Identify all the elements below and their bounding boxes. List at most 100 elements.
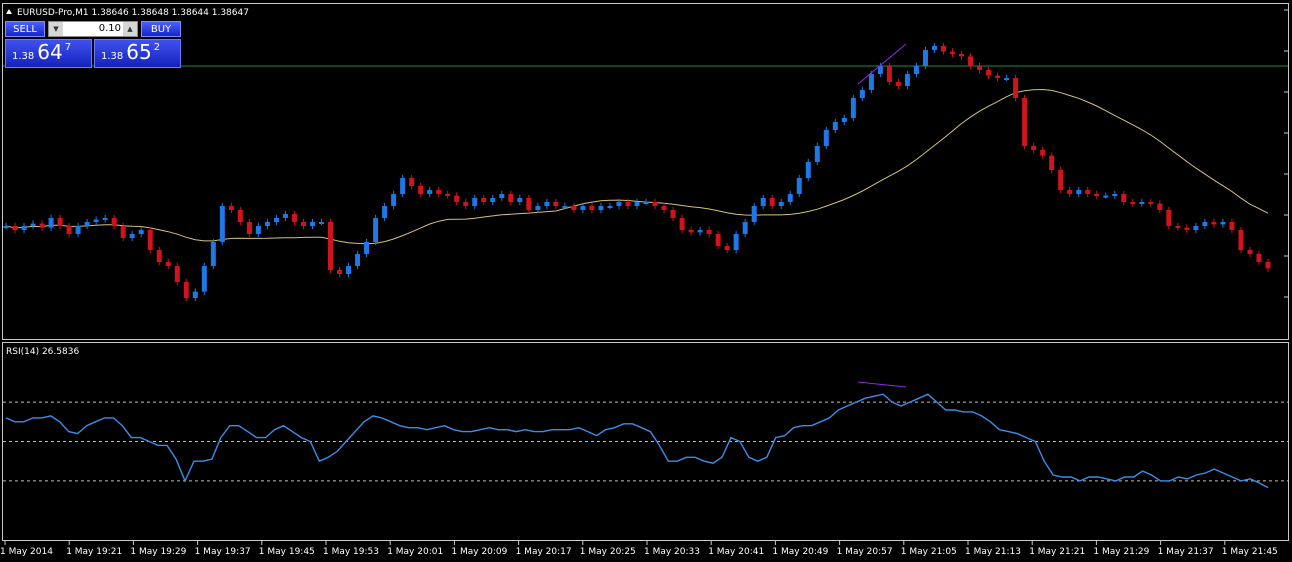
lot-size-stepper[interactable]: ▼ 0.10 ▲	[48, 21, 138, 37]
lot-decrease-icon[interactable]: ▼	[49, 22, 63, 36]
time-tick-label: 1 May 20:09	[451, 547, 507, 557]
time-tick-label: 1 May 21:45	[1222, 547, 1278, 557]
candle	[1166, 206, 1172, 230]
lot-size-value[interactable]: 0.10	[98, 23, 121, 34]
candle	[418, 182, 424, 198]
candle	[652, 198, 658, 210]
candle	[607, 202, 613, 210]
candle	[1157, 200, 1163, 214]
candle	[931, 42, 937, 54]
time-tick-label: 1 May 21:37	[1158, 547, 1214, 557]
candle	[481, 194, 487, 206]
time-tick-label: 1 May 20:57	[837, 547, 893, 557]
candle	[445, 190, 451, 199]
candle	[841, 114, 847, 126]
candle	[165, 258, 171, 270]
candle	[120, 222, 126, 242]
candle	[670, 206, 676, 222]
rsi-label: RSI(14) 26.5836	[6, 347, 79, 357]
ask-prefix: 1.38	[101, 51, 124, 62]
candle	[48, 214, 54, 231]
candle	[1067, 186, 1073, 198]
candle	[706, 226, 712, 238]
rsi-pane-frame	[2, 342, 1289, 541]
candle	[1256, 250, 1262, 266]
candle	[1085, 186, 1091, 198]
candle	[805, 158, 811, 182]
candle	[769, 194, 775, 210]
candle	[1193, 222, 1199, 234]
candle	[3, 222, 9, 230]
candle	[373, 214, 379, 246]
candle	[562, 202, 568, 210]
candle	[309, 218, 315, 230]
candle	[688, 226, 694, 236]
price-pane-frame	[2, 3, 1289, 340]
candle	[796, 174, 802, 198]
candle	[102, 214, 108, 223]
candle	[535, 202, 541, 214]
candle	[219, 202, 225, 246]
candle	[66, 222, 72, 238]
candle	[1211, 218, 1217, 228]
candle	[75, 222, 81, 238]
candle	[1175, 222, 1181, 231]
one-click-trading-panel: SELL ▼ 0.10 ▲ BUY 1.38 64 7 1.38 65 2	[5, 21, 181, 69]
candle	[940, 42, 946, 55]
bid-price-button[interactable]: 1.38 64 7	[5, 39, 92, 68]
candle	[1022, 94, 1028, 150]
candle	[571, 202, 577, 214]
candle	[760, 194, 766, 210]
candle	[859, 86, 865, 102]
ask-price-button[interactable]: 1.38 65 2	[94, 39, 181, 68]
candle	[210, 238, 216, 270]
price-scale-ticks	[1284, 9, 1288, 298]
time-axis: 1 May 2014 1 May 19:21 1 May 19:29 1 May 19…	[0, 541, 1278, 557]
candle	[886, 62, 892, 86]
candle	[1148, 198, 1154, 207]
candle	[391, 190, 397, 210]
candle	[787, 190, 793, 206]
candle	[1031, 142, 1037, 154]
time-tick-label: 1 May 21:29	[1093, 547, 1149, 557]
candle	[364, 238, 370, 258]
time-tick-label: 1 May 19:45	[259, 547, 315, 557]
trend-line-price[interactable]	[857, 43, 907, 85]
candle	[544, 198, 550, 210]
candle	[382, 202, 388, 222]
candle	[39, 220, 45, 231]
candle	[814, 142, 820, 166]
candle	[228, 202, 234, 214]
candle	[1202, 218, 1208, 230]
candle	[192, 288, 198, 302]
buy-button[interactable]: BUY	[141, 21, 181, 37]
rsi-line	[5, 393, 1269, 489]
candle	[138, 226, 144, 238]
candle	[922, 46, 928, 70]
candle	[1040, 146, 1046, 159]
candle	[986, 66, 992, 79]
time-tick-label: 1 May 2014	[0, 547, 53, 557]
candle	[1220, 218, 1226, 228]
time-tick-label: 1 May 20:49	[772, 547, 828, 557]
candle	[679, 214, 685, 234]
trend-line-rsi[interactable]	[857, 381, 907, 388]
candle	[995, 72, 1001, 82]
bid-main: 64	[37, 40, 63, 64]
candle	[12, 222, 18, 234]
collapse-arrow-icon[interactable]	[6, 9, 12, 14]
candle	[1094, 190, 1100, 199]
sell-button[interactable]: SELL	[5, 21, 45, 37]
candle	[21, 222, 27, 234]
rsi-path	[5, 393, 1269, 489]
candle	[895, 78, 901, 90]
candle	[1058, 166, 1064, 194]
time-tick-label: 1 May 21:21	[1029, 547, 1085, 557]
lot-increase-icon[interactable]: ▲	[123, 22, 137, 36]
candle	[355, 250, 361, 270]
candle	[1049, 152, 1055, 174]
time-tick-label: 1 May 20:01	[387, 547, 443, 557]
candle	[156, 246, 162, 266]
